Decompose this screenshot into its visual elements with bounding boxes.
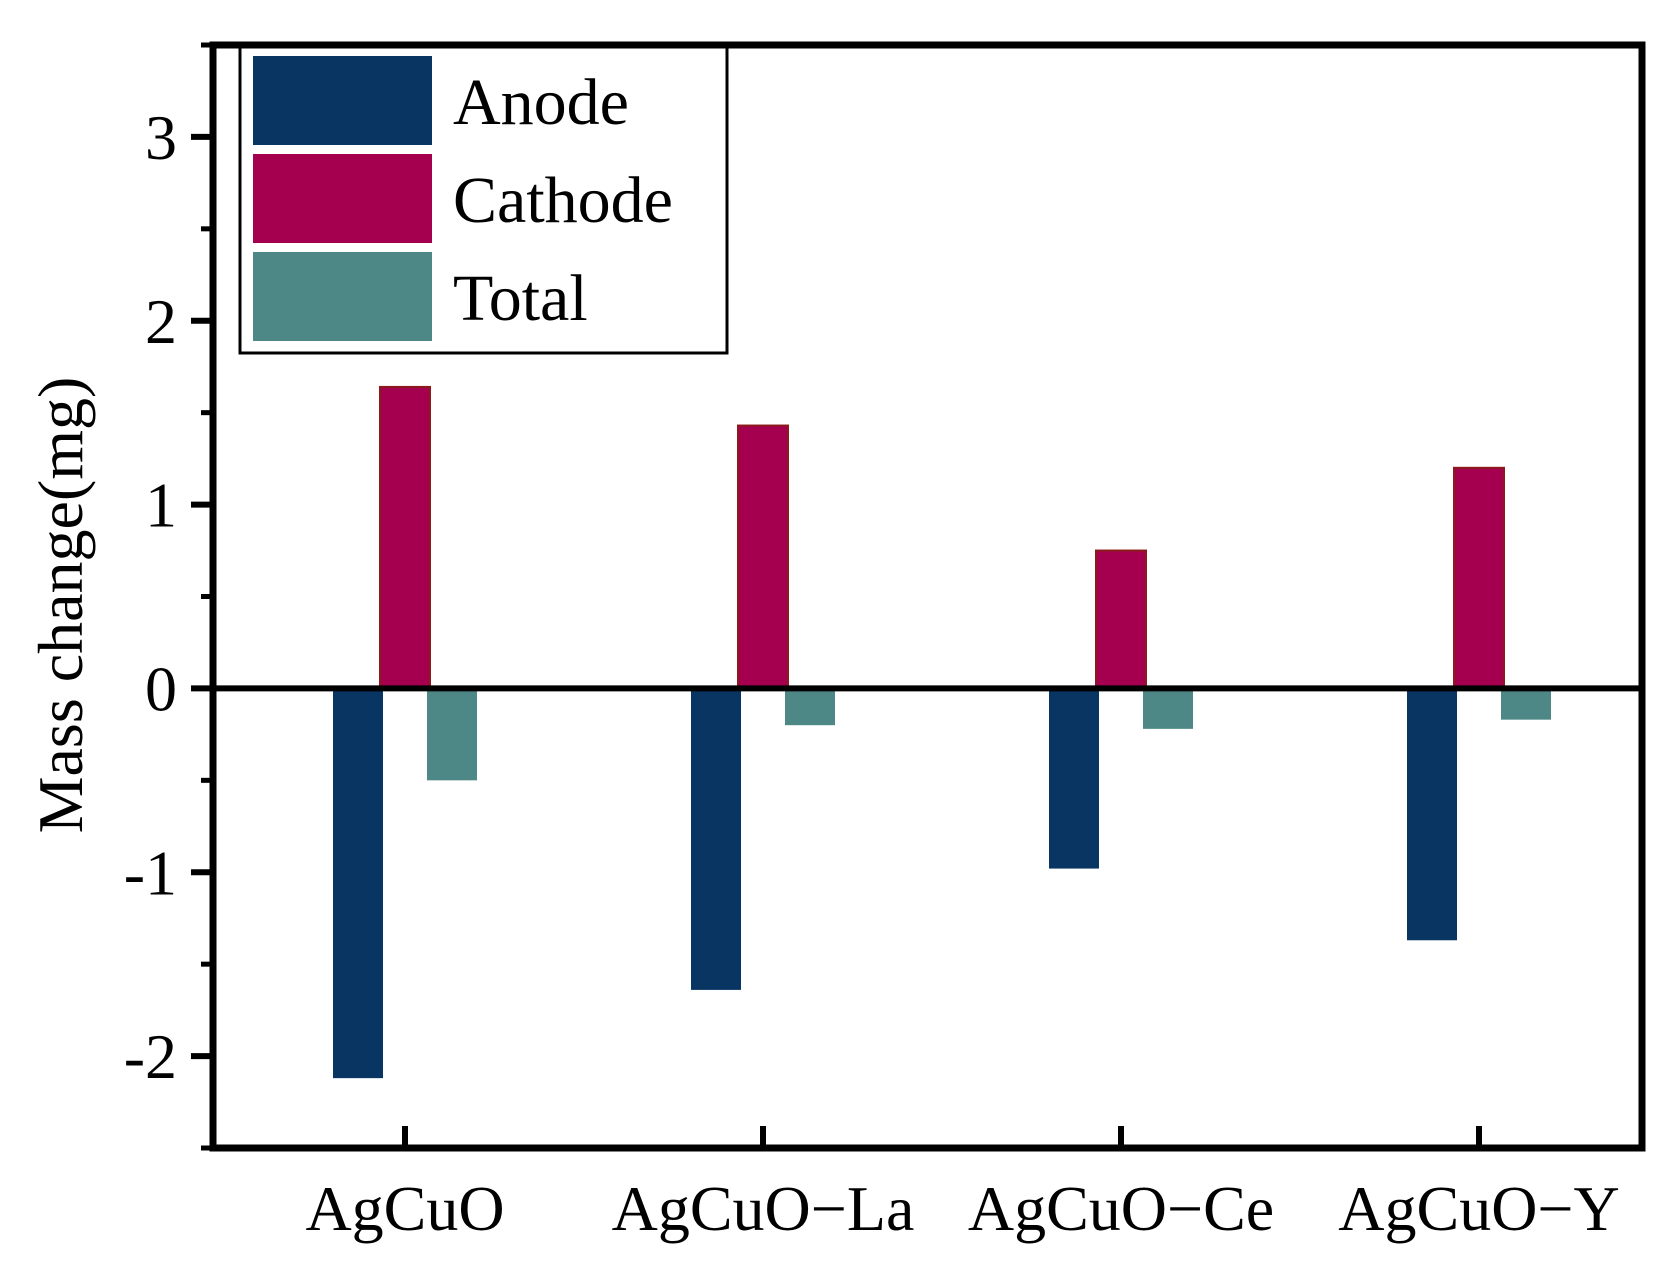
x-tick-label: AgCuO−Ce: [968, 1173, 1274, 1244]
bar-cathode: [1095, 549, 1147, 690]
y-tick-label: 3: [145, 102, 177, 173]
bar-total: [427, 688, 477, 781]
x-tick-label: AgCuO−Y: [1338, 1173, 1619, 1244]
legend: Anode Cathode Total: [238, 45, 729, 355]
legend-label-cathode: Cathode: [453, 164, 673, 237]
legend-swatch-cathode: [253, 154, 432, 243]
y-tick-label: 2: [145, 286, 177, 357]
bar-total: [1143, 688, 1193, 729]
bar-anode: [691, 688, 741, 990]
bar-total: [1501, 688, 1551, 720]
bar-cathode: [379, 385, 431, 690]
bar-anode: [333, 688, 383, 1079]
y-tick-label: 1: [145, 470, 177, 541]
y-tick-label: 0: [145, 653, 177, 724]
x-tick-label: AgCuO: [305, 1173, 504, 1244]
bar-cathode: [1453, 466, 1505, 690]
legend-label-total: Total: [453, 262, 588, 335]
bar-anode: [1049, 688, 1099, 869]
bars-group: [333, 385, 1551, 1079]
y-axis-label: Mass change(mg): [25, 377, 96, 834]
y-tick-label: -2: [124, 1021, 177, 1092]
y-axis-ticks: -2 -1 0 1 2 3: [124, 42, 213, 1151]
y-tick-label: -1: [124, 837, 177, 908]
legend-swatch-anode: [253, 56, 432, 145]
legend-swatch-total: [253, 252, 432, 341]
legend-label-anode: Anode: [453, 66, 629, 139]
x-tick-label: AgCuO−La: [612, 1173, 915, 1244]
x-axis-ticks: AgCuO AgCuO−La AgCuO−Ce AgCuO−Y: [305, 1126, 1620, 1244]
bar-total: [785, 688, 835, 726]
bar-cathode: [737, 424, 789, 690]
bar-anode: [1407, 688, 1457, 941]
